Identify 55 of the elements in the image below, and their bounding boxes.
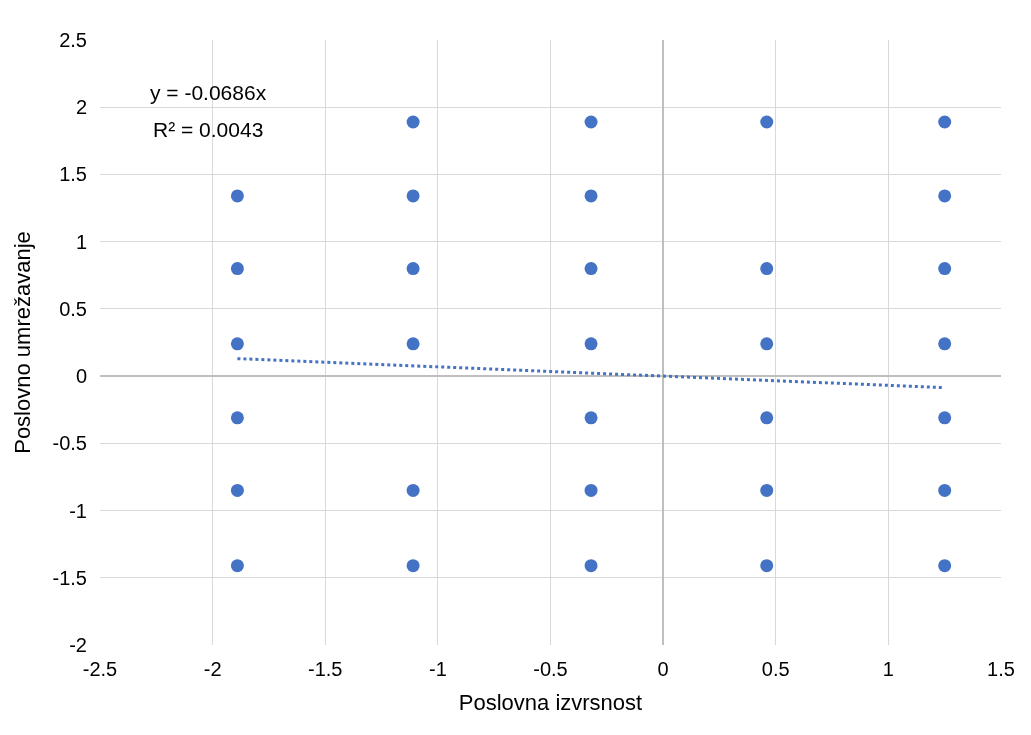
x-tick-label: -2 <box>203 658 222 680</box>
point <box>760 337 774 351</box>
point <box>938 411 952 425</box>
point <box>938 189 952 203</box>
point <box>230 559 244 573</box>
x-tick-label: -0.5 <box>533 658 568 680</box>
y-tick-label: 1.5 <box>59 163 87 186</box>
point <box>938 115 952 129</box>
x-tick-label: 0.5 <box>761 658 790 680</box>
point <box>584 189 598 203</box>
point <box>760 559 774 573</box>
point <box>406 189 420 203</box>
point <box>938 337 952 351</box>
point <box>406 559 420 573</box>
y-tick-label: 0.5 <box>59 297 87 320</box>
x-axis-title: Poslovna izvrsnost <box>458 689 643 715</box>
x-tick-label: 0 <box>657 658 669 680</box>
annotation: y = -0.0686x <box>150 81 267 104</box>
point <box>230 262 244 276</box>
point <box>584 337 598 351</box>
y-axis-title: Poslovno umrežavanje <box>10 231 36 454</box>
y-tick-label: -1.5 <box>52 566 87 589</box>
point <box>938 262 952 276</box>
annotation: R² = 0.0043 <box>153 118 264 141</box>
point <box>584 115 598 129</box>
point <box>406 483 420 497</box>
y-tick-label: 0 <box>75 365 87 388</box>
x-tick-label: -1.5 <box>308 658 343 680</box>
point <box>938 559 952 573</box>
x-tick-label: -2.5 <box>82 658 118 680</box>
y-tick-label: 1 <box>75 230 87 253</box>
point <box>230 411 244 425</box>
point <box>760 262 774 276</box>
point <box>584 411 598 425</box>
x-tick-label: -1 <box>428 658 447 680</box>
point <box>760 483 774 497</box>
point <box>584 483 598 497</box>
point <box>406 115 420 129</box>
point <box>938 483 952 497</box>
point <box>584 262 598 276</box>
y-tick-label: 2.5 <box>59 29 87 51</box>
y-tick-label: 2 <box>75 96 87 119</box>
x-tick-label: 1 <box>882 658 894 680</box>
point <box>230 337 244 351</box>
point <box>230 189 244 203</box>
point <box>406 262 420 276</box>
point <box>760 411 774 425</box>
point <box>406 337 420 351</box>
point <box>584 559 598 573</box>
y-tick-label: -2 <box>69 634 87 656</box>
y-tick-label: -0.5 <box>52 432 87 455</box>
point <box>230 483 244 497</box>
y-tick-label: -1 <box>69 499 87 522</box>
point <box>760 115 774 129</box>
x-tick-label: 1.5 <box>987 658 1015 680</box>
